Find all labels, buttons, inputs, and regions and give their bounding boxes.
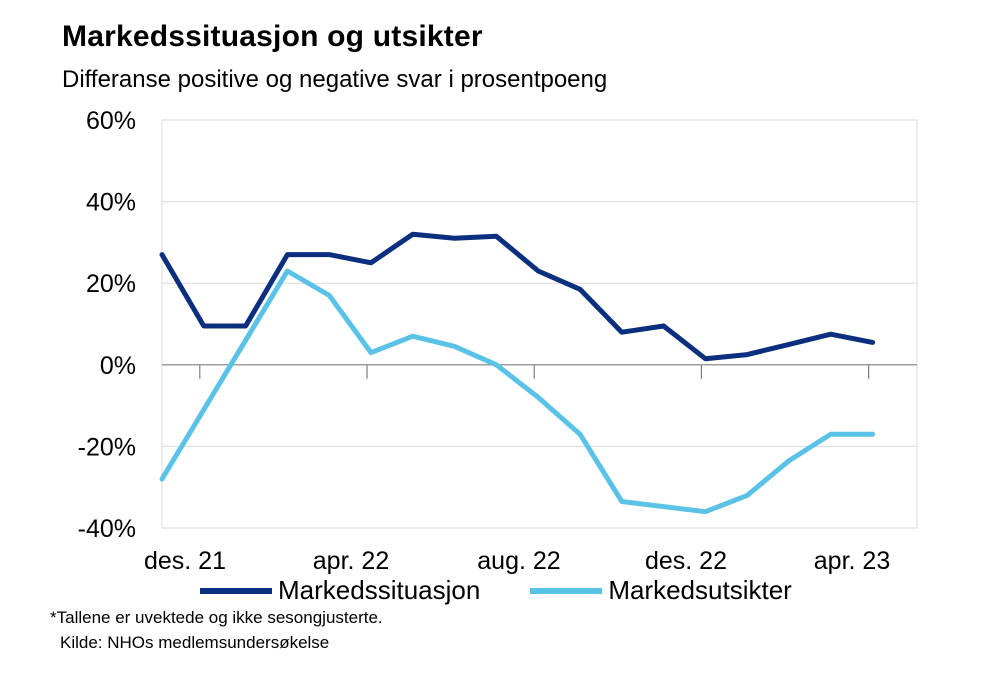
y-tick-label: -40% bbox=[78, 515, 136, 543]
legend-item-markedssituasjon: Markedssituasjon bbox=[200, 575, 480, 606]
legend-label-markedssituasjon: Markedssituasjon bbox=[278, 575, 481, 605]
y-tick-label: 20% bbox=[86, 270, 136, 298]
legend-swatch-markedsutsikter bbox=[530, 587, 603, 594]
y-tick-label: 60% bbox=[86, 107, 136, 135]
series-line-markedsutsikter bbox=[159, 268, 876, 515]
x-tick-label: apr. 23 bbox=[814, 547, 890, 575]
chart-subtitle: Differanse positive og negative svar i p… bbox=[62, 66, 608, 93]
plot-area bbox=[161, 119, 918, 529]
legend-swatch-markedssituasjon bbox=[200, 587, 272, 594]
footnote: *Tallene er uvektede og ikke sesongjuste… bbox=[50, 608, 383, 627]
chart-legend: Markedssituasjon Markedsutsikter bbox=[200, 575, 842, 606]
x-tick-label: des. 21 bbox=[144, 547, 226, 575]
y-tick-label: 0% bbox=[100, 352, 136, 380]
x-tick-label: des. 22 bbox=[645, 547, 727, 575]
x-tick-label: aug. 22 bbox=[477, 547, 560, 575]
series-line-markedssituasjon bbox=[159, 231, 876, 362]
x-tick-label: apr. 22 bbox=[313, 547, 389, 575]
chart-title: Markedssituasjon og utsikter bbox=[62, 20, 483, 53]
legend-label-markedsutsikter: Markedsutsikter bbox=[608, 575, 792, 605]
source-note: Kilde: NHOs medlemsundersøkelse bbox=[60, 633, 330, 652]
legend-item-markedsutsikter: Markedsutsikter bbox=[530, 575, 792, 606]
y-tick-label: -20% bbox=[78, 433, 136, 461]
y-tick-label: 40% bbox=[86, 189, 136, 217]
